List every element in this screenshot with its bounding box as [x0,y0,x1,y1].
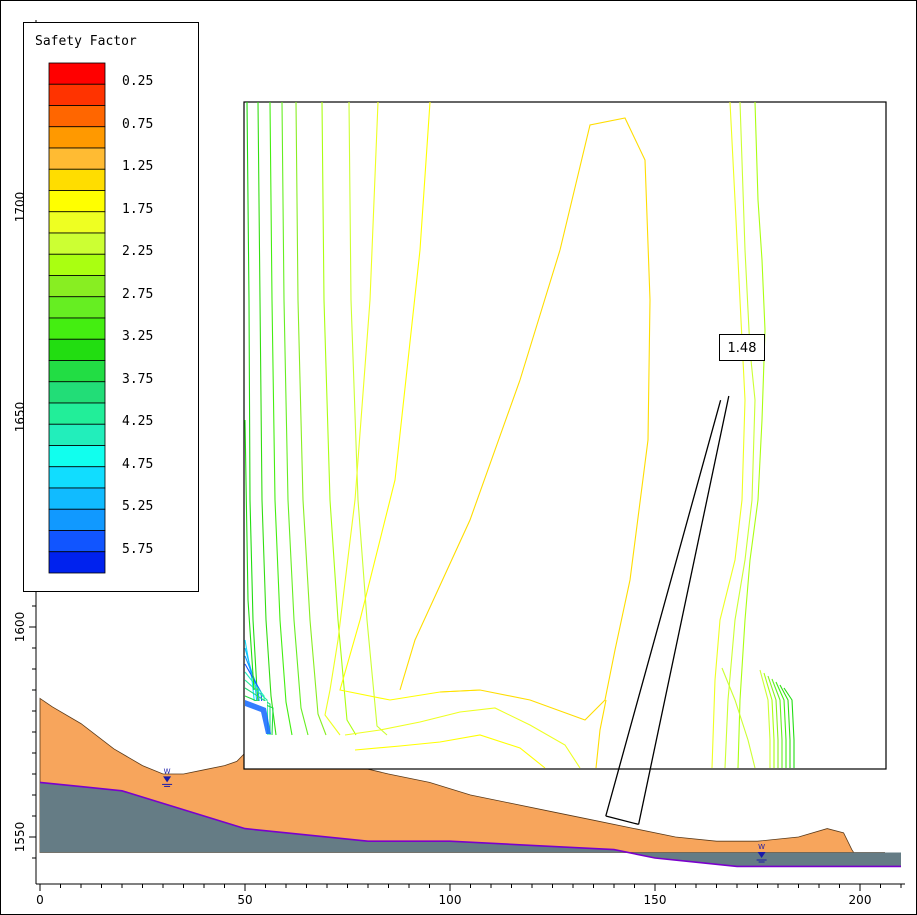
legend-swatch [48,126,106,149]
contour-line [321,101,357,736]
legend-label: 0.75 [122,116,154,132]
contour-line [281,101,309,736]
legend-swatch [48,168,106,191]
contour-lines [244,101,795,769]
contour-line [257,101,277,736]
legend-swatch [48,317,106,340]
callout-lines [605,395,730,826]
slip-grid [243,101,887,770]
critical-surface-line [637,395,730,825]
contour-min-loop [439,117,651,721]
contour-line [348,101,388,736]
water-marker-triangle [757,852,766,858]
slip-grid-box [243,101,887,770]
contour-corner-band [245,700,271,734]
contour-line [759,669,771,768]
legend-swatch [48,466,106,489]
legend-swatch [48,530,106,553]
lower-soil-layer [40,782,901,867]
contour-line [763,672,775,768]
legend-swatch [48,360,106,383]
contour-line [354,734,546,769]
contour-line [779,684,791,768]
contour-line [783,687,795,768]
legend-label: 1.75 [122,201,154,217]
critical-sf-label: 1.48 [719,334,765,361]
contour-line [721,667,756,769]
y-tick-label: 1600 [13,612,27,643]
x-tick-label: 100 [439,893,462,907]
ground-layers: WW [39,697,901,868]
legend-swatches [48,62,106,574]
water-table-line [39,781,901,868]
legend-swatch [48,105,106,128]
legend-swatch [48,275,106,298]
legend-label: 4.75 [122,456,154,472]
upper-soil-layer [39,697,885,863]
legend-swatch [48,211,106,234]
contour-line [244,695,274,736]
legend-label: 3.25 [122,329,154,345]
contour-line [324,101,379,736]
legend-swatch [48,423,106,446]
contour-line [767,675,779,768]
contour-line [344,707,581,769]
water-marker: W [162,767,173,787]
contour-line [737,101,766,769]
contour-line [339,101,481,701]
legend-swatch [48,551,106,574]
legend-label: 0.25 [122,74,154,90]
x-tick-label: 150 [644,893,667,907]
x-tick-label: 0 [36,893,44,907]
critical-surface-line [605,815,639,826]
legend-swatch [48,508,106,531]
legend-swatch [48,402,106,425]
contour-line [246,101,262,736]
legend-swatch [48,83,106,106]
legend-swatch [48,381,106,404]
legend-title: Safety Factor [35,34,137,49]
legend-label: 2.75 [122,286,154,302]
legend-label: 5.75 [122,541,154,557]
critical-surface-line [605,400,722,817]
legend-swatch [48,296,106,319]
legend-swatch [48,445,106,468]
legend-swatch [48,232,106,255]
legend-label: 5.25 [122,499,154,515]
legend-label: 4.25 [122,414,154,430]
contour-min-loop [399,249,561,691]
contour-line [771,678,783,768]
water-marker-triangle [163,776,172,783]
contour-line [595,699,607,769]
water-marker: W [756,843,767,863]
legend-label: 2.25 [122,244,154,260]
legend-swatch [48,338,106,361]
legend-label: 1.25 [122,159,154,175]
contour-line [775,681,787,768]
contour-line [244,419,255,691]
contour-line [711,101,746,769]
x-tick-label: 50 [237,893,252,907]
x-tick-label: 200 [849,893,872,907]
contour-line [244,687,271,735]
legend-swatch [48,147,106,170]
legend-swatch [48,487,106,510]
water-marker-label: W [164,767,171,775]
contour-line [724,101,756,769]
legend-label: 3.75 [122,371,154,387]
y-tick-label: 1550 [13,822,27,853]
water-marker-label: W [758,843,765,851]
legend-swatch [48,253,106,276]
legend [23,22,199,592]
legend-swatch [48,62,106,85]
contour-line [269,101,293,736]
legend-swatch [48,190,106,213]
contour-line [295,101,327,736]
